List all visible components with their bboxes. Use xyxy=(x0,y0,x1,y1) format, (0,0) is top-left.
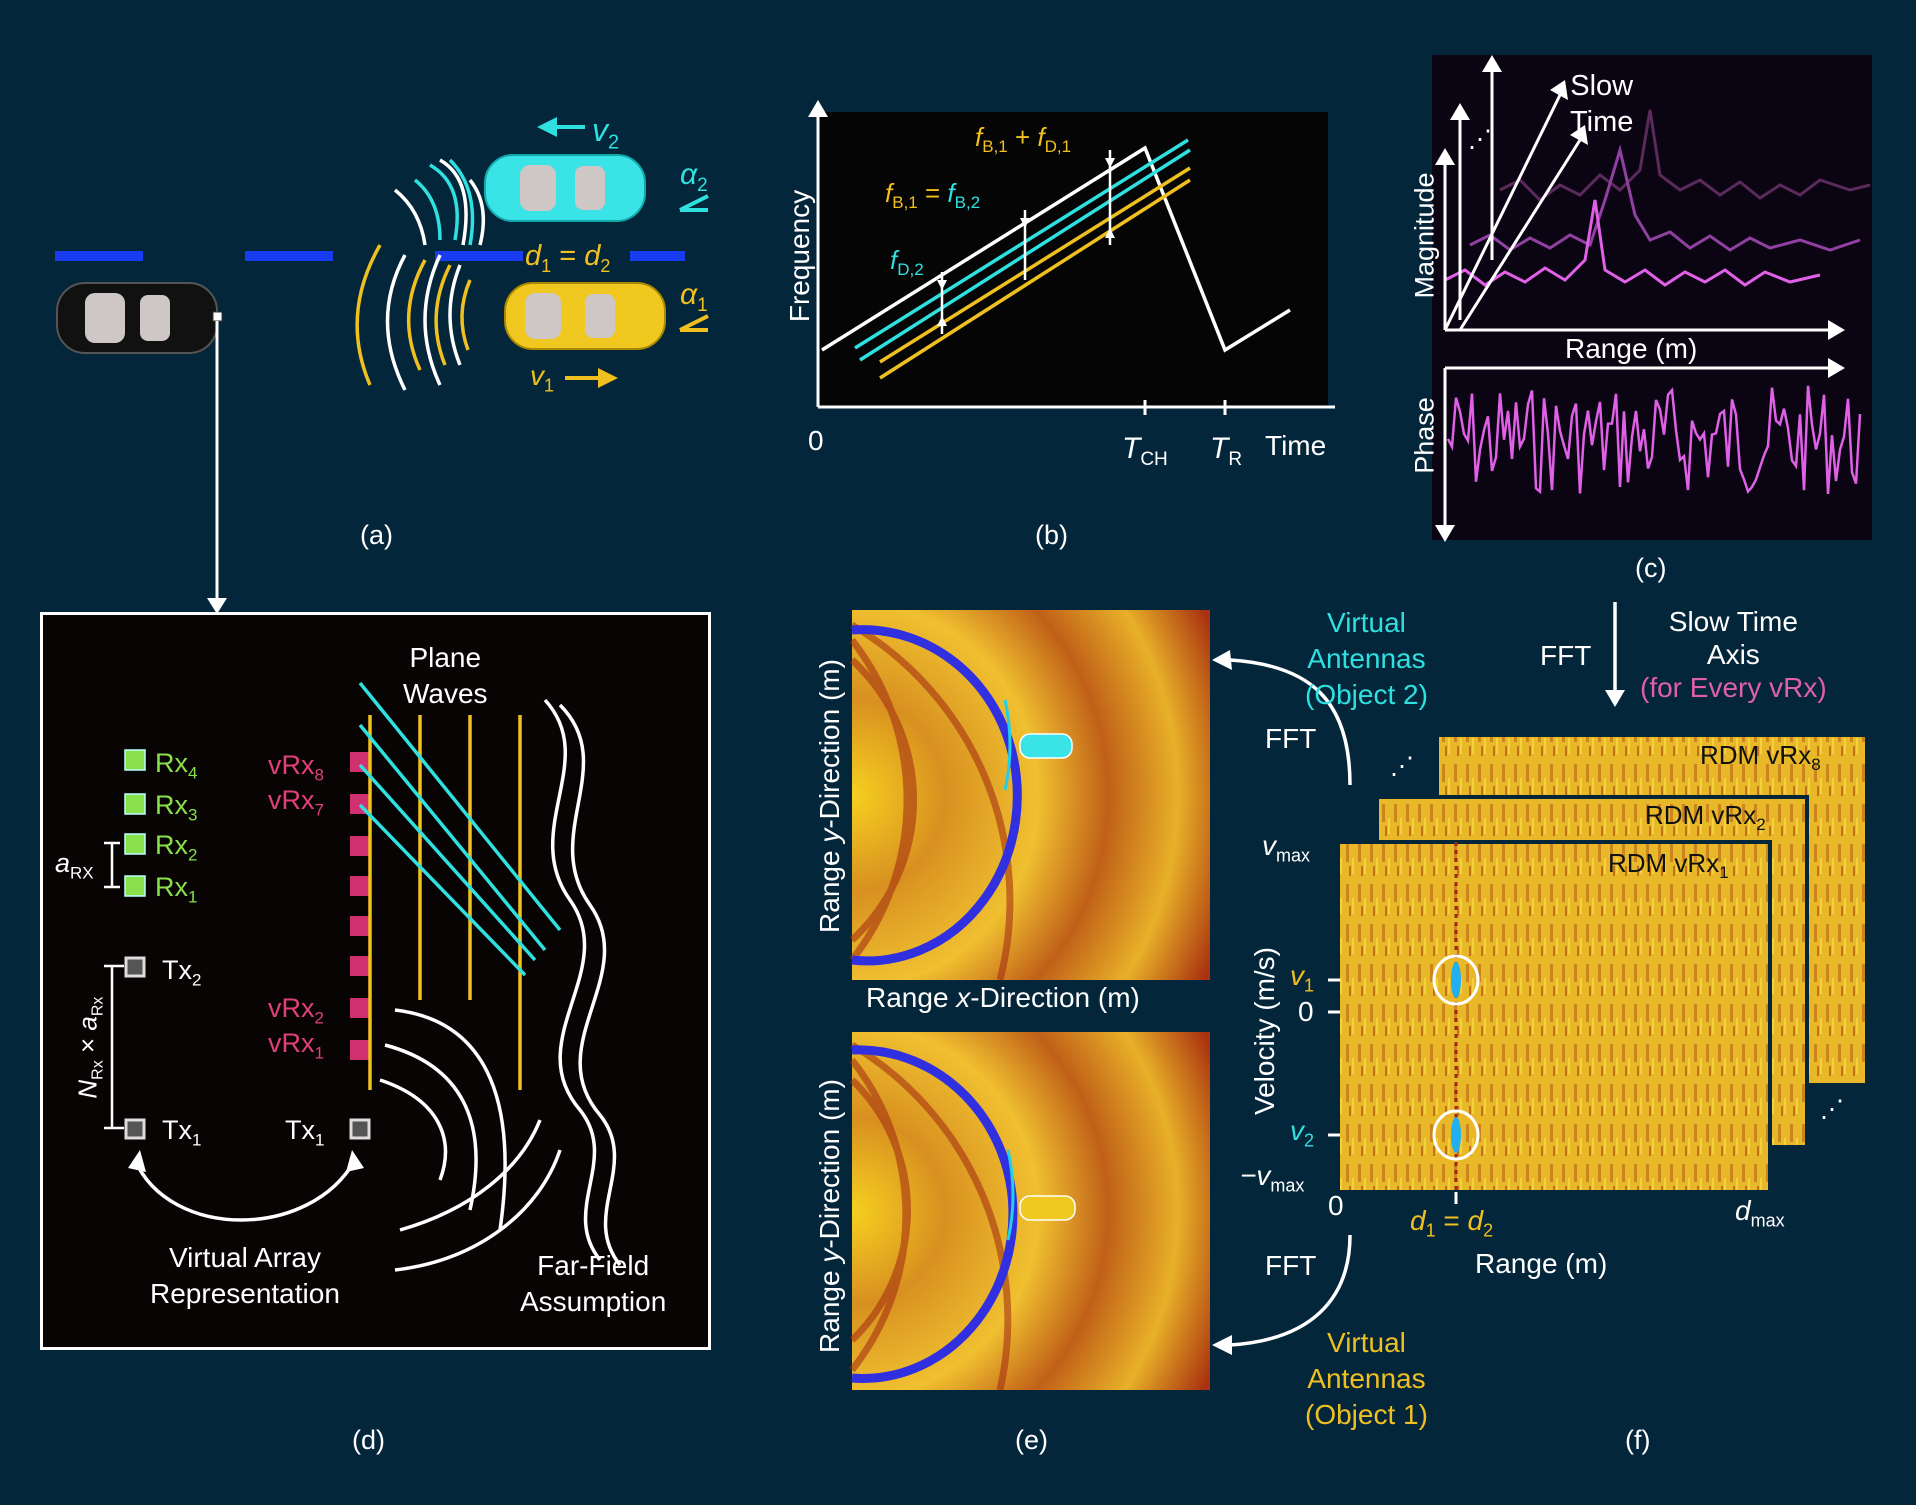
tx1-label: Tx1 xyxy=(162,1115,202,1150)
panel-d-label: (d) xyxy=(352,1425,385,1455)
neg-vmax-label: −vmax xyxy=(1240,1160,1305,1196)
rx3-label: Rx3 xyxy=(155,790,198,825)
tr-label: TR xyxy=(1210,432,1243,470)
slow-time-axis-label: Slow Time Axis (for Every vRx) xyxy=(1640,606,1827,703)
range-axis-label-c: Range (m) xyxy=(1565,333,1698,364)
rdm-vrx2-label: RDM vRx2 xyxy=(1645,800,1766,835)
fft-top-label: FFT xyxy=(1265,723,1317,754)
rdm-vrx1-label: RDM vRx1 xyxy=(1608,848,1729,883)
virtual-array-label: Virtual Array Representation xyxy=(150,1242,340,1309)
lane-markings xyxy=(55,251,685,261)
alpha1-label: α1 xyxy=(680,278,708,316)
a-rx-label: aRX xyxy=(55,848,94,883)
stack-dots-bottom: ⋰ xyxy=(1820,1096,1844,1123)
panel-a-label: (a) xyxy=(360,520,393,550)
rx2-label: Rx2 xyxy=(155,830,198,865)
panel-b-plot-area xyxy=(818,112,1328,407)
range-zero-label: 0 xyxy=(1328,1190,1344,1221)
tx1-virtual-label: Tx1 xyxy=(285,1115,325,1150)
target-v1-marker xyxy=(1432,954,1480,1006)
target-v2-marker xyxy=(1432,1109,1480,1161)
fd2-label: fD,2 xyxy=(890,245,924,280)
va-object1-label: Virtual Antennas (Object 1) xyxy=(1305,1327,1428,1430)
range-axis-label-f: Range (m) xyxy=(1475,1248,1608,1279)
stack-dots-top: ⋰ xyxy=(1390,753,1414,780)
tx2-label: Tx2 xyxy=(162,955,202,990)
velocity-axis-label: Velocity (m/s) xyxy=(1249,946,1280,1116)
rdm-vrx8-label: RDM vRx8 xyxy=(1700,740,1821,775)
vrx1-label: vRx1 xyxy=(268,1028,324,1063)
origin-label: 0 xyxy=(808,425,824,456)
yellow-car-icon xyxy=(504,282,666,350)
v2-label: v2 xyxy=(592,112,620,154)
panel-f-label: (f) xyxy=(1625,1425,1651,1455)
slow-time-label: Slow Time xyxy=(1570,70,1634,138)
fb1-eq-fb2-label: fB,1 = fB,2 xyxy=(885,178,981,213)
cyan-car-marker xyxy=(1019,733,1073,759)
panel-e-label: (e) xyxy=(1015,1425,1048,1455)
vrx8-label: vRx8 xyxy=(268,750,324,785)
rx4-label: Rx4 xyxy=(155,748,198,783)
slow-time-dots: ⋰ xyxy=(1468,126,1492,153)
v1-label: v1 xyxy=(530,360,555,396)
plane-waves-label: Plane Waves xyxy=(403,642,488,709)
va-object2-label: Virtual Antennas (Object 2) xyxy=(1305,607,1428,710)
phase-noise-line xyxy=(1446,385,1862,495)
panel-c-label: (c) xyxy=(1635,553,1667,583)
d1-eq-d2-label: d1 = d2 xyxy=(1410,1205,1494,1241)
vmax-label: vmax xyxy=(1262,830,1311,866)
distance-label: d1 = d2 xyxy=(525,240,611,276)
ego-car-icon xyxy=(56,282,223,354)
phase-noise-trace xyxy=(1446,385,1862,495)
panel-b-label: (b) xyxy=(1035,520,1068,550)
rdm-vrx1 xyxy=(1336,840,1772,1194)
cyan-car-icon xyxy=(484,154,646,222)
zero-velocity-label: 0 xyxy=(1298,996,1314,1027)
dmax-label: dmax xyxy=(1735,1195,1785,1231)
alpha2-label: α2 xyxy=(680,158,708,196)
vrx2-label: vRx2 xyxy=(268,993,324,1028)
fft-bottom-label: FFT xyxy=(1265,1250,1317,1281)
time-axis-label: Time xyxy=(1265,430,1327,461)
v1-axis-label: v1 xyxy=(1290,960,1315,996)
v2-axis-label: v2 xyxy=(1290,1115,1315,1151)
far-field-label: Far-Field Assumption xyxy=(520,1250,667,1317)
vrx7-label: vRx7 xyxy=(268,785,324,820)
range-x-label: Range x-Direction (m) xyxy=(866,982,1140,1013)
fb1-plus-fd1-label: fB,1 + fD,1 xyxy=(975,122,1072,157)
tch-label: TCH xyxy=(1122,432,1168,470)
fft-slow-label: FFT xyxy=(1540,640,1592,671)
yellow-car-marker xyxy=(1019,1195,1076,1221)
rx1-label: Rx1 xyxy=(155,872,198,907)
